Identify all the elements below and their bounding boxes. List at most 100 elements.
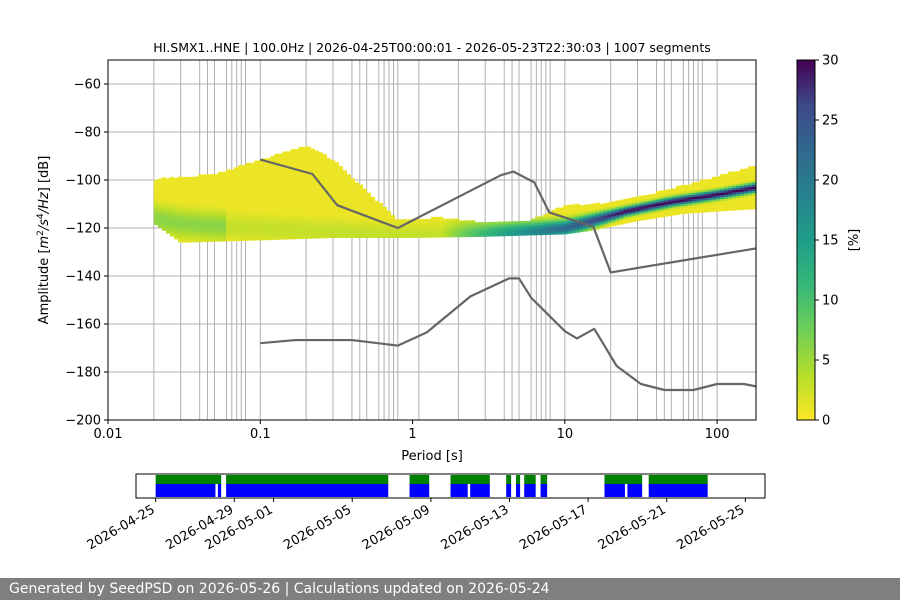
density-cell xyxy=(366,194,372,198)
density-cell xyxy=(631,209,636,212)
density-cell xyxy=(310,168,315,172)
density-cell xyxy=(262,166,267,169)
density-cell xyxy=(378,211,384,214)
density-cell xyxy=(382,225,388,228)
density-cell xyxy=(334,180,339,183)
density-cell xyxy=(362,209,367,212)
density-cell xyxy=(346,215,351,218)
density-cell xyxy=(551,226,556,229)
density-cell xyxy=(326,229,331,233)
density-cell xyxy=(242,167,247,170)
density-cell xyxy=(270,219,275,222)
density-cell xyxy=(250,230,255,233)
density-cell xyxy=(322,211,327,214)
density-cell xyxy=(623,221,628,224)
density-cell xyxy=(238,189,243,193)
density-cell xyxy=(254,185,259,188)
density-cell xyxy=(603,219,608,222)
density-cell xyxy=(318,203,323,206)
density-cell xyxy=(747,178,753,182)
density-cell xyxy=(571,204,576,207)
density-cell xyxy=(177,219,183,222)
density-cell xyxy=(165,227,171,230)
density-cell xyxy=(418,221,424,224)
density-cell xyxy=(675,212,681,215)
density-cell xyxy=(165,198,171,202)
density-cell xyxy=(659,194,665,198)
density-cell xyxy=(607,214,612,217)
density-cell xyxy=(306,193,311,196)
density-cell xyxy=(615,216,620,220)
density-cell xyxy=(234,187,239,191)
density-cell xyxy=(198,207,203,210)
density-cell xyxy=(503,225,508,229)
density-cell xyxy=(226,181,231,185)
density-cell xyxy=(161,216,167,219)
density-cell xyxy=(214,231,219,234)
density-cell xyxy=(430,216,436,220)
density-cell xyxy=(218,190,223,193)
density-cell xyxy=(254,211,259,214)
density-cell xyxy=(334,209,339,212)
density-cell xyxy=(298,236,303,240)
density-cell xyxy=(599,216,604,219)
density-cell xyxy=(346,207,351,210)
density-cell xyxy=(298,173,303,176)
density-cell xyxy=(161,207,167,211)
density-cell xyxy=(298,187,303,191)
density-cell xyxy=(226,187,231,191)
density-cell xyxy=(651,208,657,211)
density-cell xyxy=(683,195,689,198)
density-cell xyxy=(695,206,701,209)
density-cell xyxy=(290,173,295,177)
density-cell xyxy=(330,227,335,230)
density-cell xyxy=(286,171,291,175)
density-cell xyxy=(402,227,408,230)
density-cell xyxy=(185,191,191,194)
density-cell xyxy=(226,224,231,228)
density-cell xyxy=(691,182,697,185)
density-cell xyxy=(362,219,367,222)
density-cell xyxy=(326,158,331,161)
density-cell xyxy=(519,227,524,230)
y-tick-label: −200 xyxy=(65,414,101,429)
density-cell xyxy=(346,194,351,198)
psd-figure: HI.SMX1..HNE | 100.0Hz | 2026-04-25T00:0… xyxy=(36,40,862,553)
density-cell xyxy=(483,228,488,231)
density-cell xyxy=(719,206,725,210)
density-cell xyxy=(177,190,183,194)
density-cell xyxy=(177,217,183,220)
density-cell xyxy=(358,200,363,204)
density-cell xyxy=(559,209,564,213)
density-cell xyxy=(751,200,756,204)
density-cell xyxy=(210,221,215,224)
density-cell xyxy=(727,202,733,205)
density-cell xyxy=(535,218,540,221)
density-cell xyxy=(185,197,191,200)
density-cell xyxy=(350,233,355,236)
density-cell xyxy=(615,206,620,210)
density-cell xyxy=(627,218,632,221)
density-cell xyxy=(735,205,741,209)
density-cell xyxy=(326,182,331,186)
density-cell xyxy=(651,195,657,199)
density-cell xyxy=(479,232,484,235)
density-cell xyxy=(378,204,384,208)
density-cell xyxy=(571,216,576,219)
density-cell xyxy=(667,189,673,192)
density-cell xyxy=(274,155,279,159)
density-cell xyxy=(346,178,351,181)
density-cell xyxy=(519,223,524,226)
density-cell xyxy=(189,178,195,182)
density-cell xyxy=(659,208,665,212)
density-cell xyxy=(238,230,243,233)
density-cell xyxy=(474,226,480,229)
density-cell xyxy=(655,207,661,210)
density-cell xyxy=(250,219,255,223)
density-cell xyxy=(238,218,243,221)
density-cell xyxy=(330,188,335,192)
density-cell xyxy=(210,216,215,220)
density-cell xyxy=(278,216,283,220)
density-cell xyxy=(161,193,167,197)
density-cell xyxy=(282,186,287,189)
